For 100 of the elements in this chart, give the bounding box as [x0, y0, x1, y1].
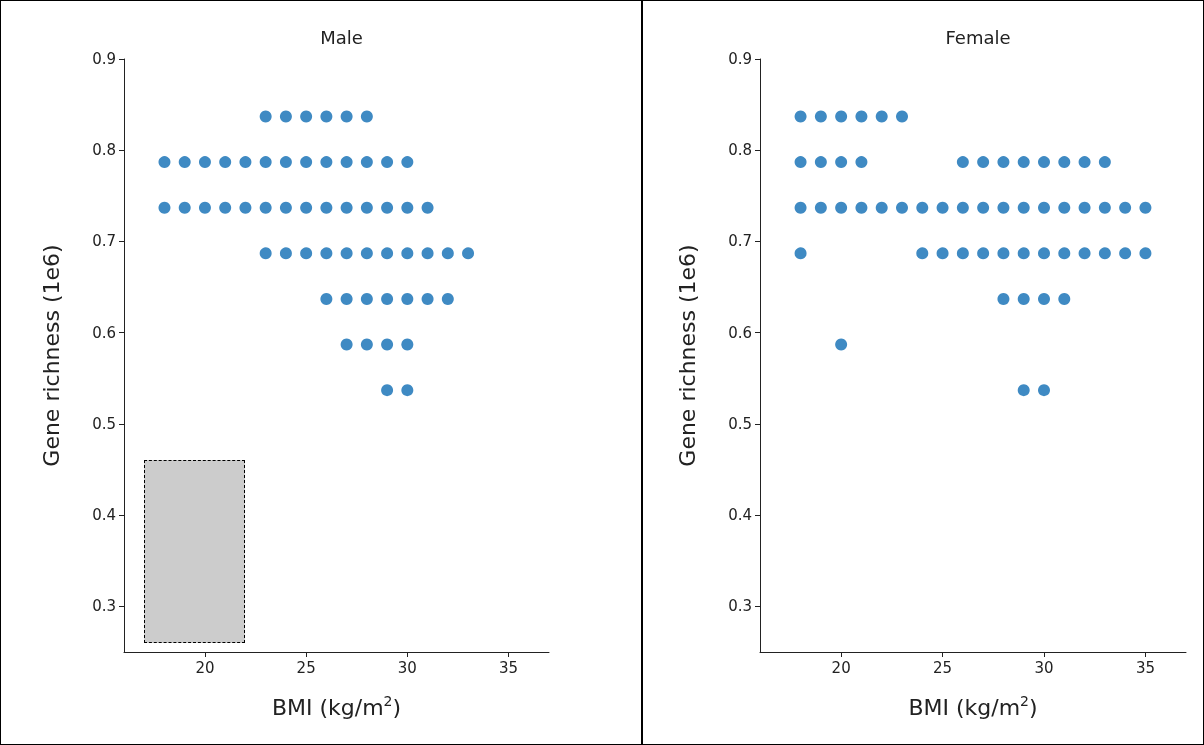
point — [835, 338, 848, 351]
y-tick-label: 0.9 — [92, 50, 116, 68]
y-tick-label: 0.3 — [92, 597, 116, 616]
point — [916, 201, 929, 214]
point — [916, 247, 929, 260]
point — [360, 110, 373, 123]
x-tick-label: 20 — [195, 658, 215, 677]
point — [794, 110, 807, 123]
y-tick-label: 0.7 — [92, 232, 116, 251]
point — [1058, 201, 1071, 214]
x-tick-label: 35 — [1135, 658, 1155, 677]
point — [421, 247, 434, 260]
point — [1139, 247, 1152, 260]
point — [381, 292, 394, 305]
point — [320, 247, 333, 260]
point — [835, 201, 848, 214]
point — [977, 156, 990, 169]
point — [855, 201, 868, 214]
point — [1098, 156, 1111, 169]
point — [381, 247, 394, 260]
point — [1058, 156, 1071, 169]
point — [875, 110, 888, 123]
point — [279, 201, 292, 214]
point — [279, 247, 292, 260]
y-axis-title: Gene richness (1e6) — [38, 244, 64, 467]
point — [340, 292, 353, 305]
point — [401, 247, 414, 260]
point — [956, 201, 969, 214]
point — [814, 201, 827, 214]
x-tick-label: 20 — [831, 658, 851, 677]
point — [1017, 156, 1030, 169]
point — [1017, 201, 1030, 214]
x-tick-label: 25 — [933, 658, 953, 677]
x-tick-label: 35 — [498, 658, 519, 677]
point — [158, 201, 171, 214]
point — [421, 201, 434, 214]
point — [401, 338, 414, 351]
point — [239, 201, 252, 214]
point — [259, 110, 272, 123]
point — [1017, 292, 1030, 305]
y-tick-label: 0.5 — [728, 414, 752, 433]
point — [1038, 201, 1050, 214]
point — [259, 201, 272, 214]
point — [814, 110, 827, 123]
y-tick-label: 0.6 — [92, 323, 116, 342]
point — [956, 156, 969, 169]
y-tick-label: 0.3 — [728, 597, 752, 616]
point — [259, 156, 272, 169]
point — [219, 156, 232, 169]
point — [360, 338, 373, 351]
y-tick-label: 0.9 — [728, 50, 752, 68]
point — [239, 156, 252, 169]
point — [320, 110, 333, 123]
point — [300, 110, 313, 123]
point — [279, 110, 292, 123]
point — [360, 292, 373, 305]
point — [1017, 384, 1030, 397]
point — [1038, 247, 1050, 260]
point — [381, 338, 394, 351]
point — [1078, 156, 1091, 169]
point — [441, 292, 454, 305]
point — [1058, 292, 1071, 305]
y-tick-label: 0.7 — [728, 232, 752, 251]
point — [340, 247, 353, 260]
y-axis-title: Gene richness (1e6) — [674, 244, 700, 467]
point — [835, 156, 848, 169]
point — [794, 201, 807, 214]
point — [1058, 247, 1071, 260]
point — [875, 201, 888, 214]
point — [381, 156, 394, 169]
point — [896, 110, 908, 123]
point — [936, 247, 949, 260]
point — [320, 292, 333, 305]
point — [198, 156, 211, 169]
point — [794, 247, 807, 260]
point — [1078, 247, 1091, 260]
point — [977, 201, 990, 214]
point — [219, 201, 232, 214]
point — [956, 247, 969, 260]
point — [401, 156, 414, 169]
point — [178, 201, 191, 214]
point — [401, 292, 414, 305]
point — [340, 110, 353, 123]
point — [1017, 247, 1030, 260]
point — [279, 156, 292, 169]
point — [360, 247, 373, 260]
y-tick-label: 0.6 — [728, 323, 752, 342]
point — [1119, 247, 1132, 260]
point — [360, 156, 373, 169]
point — [401, 201, 414, 214]
point — [1038, 292, 1050, 305]
chart-title: Female — [945, 26, 1011, 48]
point — [381, 384, 394, 397]
point — [1098, 201, 1111, 214]
point — [340, 156, 353, 169]
point — [1038, 156, 1050, 169]
point — [896, 201, 908, 214]
x-tick-label: 30 — [397, 658, 417, 677]
point — [158, 156, 171, 169]
chart-title: Male — [320, 26, 363, 48]
